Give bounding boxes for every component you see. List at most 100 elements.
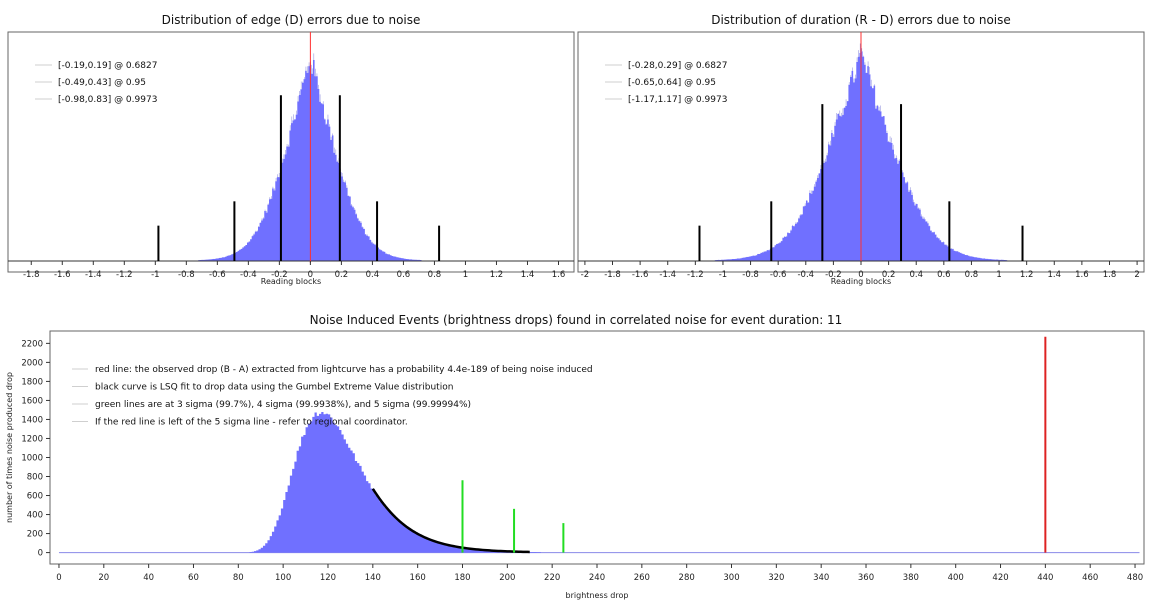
x-axis-label: Reading blocks [831,277,891,286]
y-tick-label-5: 1000 [21,453,43,463]
x-tick-label-23: 460 [1082,573,1098,583]
x-tick-label-21: 420 [992,573,1008,583]
x-tick-label-1: 20 [98,573,109,583]
x-tick-label-5: -0.8 [178,270,195,280]
x-tick-label-19: 1.8 [1103,270,1117,280]
x-tick-label-3: 60 [188,573,199,583]
x-tick-label-4: -1 [151,270,159,280]
x-tick-label-5: 100 [275,573,291,583]
x-tick-label-12: 240 [589,573,605,583]
x-tick-label-14: 1 [463,270,468,280]
y-tick-label-0: 0 [38,549,43,559]
x-tick-label-12: 0.6 [397,270,411,280]
x-tick-label-14: 0.8 [965,270,979,280]
x-tick-label-2: 40 [143,573,154,583]
x-tick-label-9: 180 [454,573,470,583]
plot-frame [49,330,1145,565]
x-tick-label-12: 0.4 [909,270,923,280]
x-tick-label-10: 200 [499,573,515,583]
x-tick-label-10: 0.2 [335,270,349,280]
x-tick-label-11: 220 [544,573,560,583]
y-tick-label-8: 1600 [21,396,43,406]
x-tick-label-9: -0.2 [825,270,842,280]
x-tick-label-6: -0.6 [209,270,226,280]
histogram-bars [249,412,541,553]
chart1-title: Distribution of edge (D) errors due to n… [161,13,421,27]
legend-entry-2: [-0.98,0.83] @ 0.9973 [58,95,157,105]
legend-entry-1: [-0.49,0.43] @ 0.95 [58,78,146,88]
x-tick-label-11: 0.2 [882,270,896,280]
x-tick-label-3: -1.2 [116,270,133,280]
legend-entry-0: [-0.28,0.29] @ 0.6827 [628,61,727,71]
x-tick-label-1: -1.8 [604,270,621,280]
legend-entry-0: red line: the observed drop (B - A) extr… [95,365,593,375]
legend-entry-1: black curve is LSQ fit to drop data usin… [95,383,453,393]
x-tick-label-7: -0.4 [240,270,257,280]
x-axis-label: Reading blocks [261,277,321,286]
chart2-title: Distribution of duration (R - D) errors … [711,13,1011,27]
x-tick-label-7: 140 [365,573,381,583]
x-tick-label-18: 360 [858,573,874,583]
x-tick-label-17: 1.4 [1048,270,1062,280]
x-tick-label-20: 400 [948,573,964,583]
gumbel-fit-curve [371,488,530,554]
legend-entry-0: [-0.19,0.19] @ 0.6827 [58,61,157,71]
x-tick-label-5: -1 [719,270,727,280]
x-tick-label-17: 340 [813,573,829,583]
x-tick-label-4: 80 [233,573,244,583]
x-tick-label-8: -0.2 [271,270,288,280]
x-tick-label-16: 1.2 [1020,270,1034,280]
legend-entry-2: [-1.17,1.17] @ 0.9973 [628,95,727,105]
x-tick-label-10: 0 [858,270,863,280]
legend-entry-2: green lines are at 3 sigma (99.7%), 4 si… [95,400,471,410]
y-tick-label-10: 2000 [21,358,43,368]
x-tick-label-1: -1.6 [54,270,71,280]
x-tick-label-16: 1.4 [521,270,535,280]
y-tick-label-4: 800 [27,473,43,483]
duration-error-histogram: -2 -1.8 -1.6 -1.4 -1.2 -1 -0.8 -0.6 -0.4 -0.2 0 0.2… [577,31,1145,286]
x-tick-label-2: -1.6 [632,270,649,280]
x-tick-label-15: 1.2 [490,270,504,280]
x-tick-label-6: 120 [320,573,336,583]
x-tick-label-0: 0 [56,573,61,583]
legend-entry-1: [-0.65,0.64] @ 0.95 [628,78,716,88]
x-tick-label-6: -0.8 [742,270,759,280]
y-tick-label-7: 1400 [21,415,43,425]
x-tick-label-22: 440 [1037,573,1053,583]
x-tick-label-17: 1.6 [552,270,566,280]
x-axis-label: brightness drop [566,591,629,600]
y-tick-label-6: 1200 [21,434,43,444]
x-tick-label-0: -1.8 [23,270,40,280]
x-tick-label-0: -2 [581,270,589,280]
x-tick-label-11: 0.4 [366,270,380,280]
x-tick-label-18: 1.6 [1075,270,1089,280]
x-tick-label-2: -1.4 [85,270,102,280]
x-tick-label-16: 320 [768,573,784,583]
x-tick-label-20: 2 [1134,270,1139,280]
y-axis-label: number of times noise produced drop [5,372,14,523]
edge-error-histogram: -1.8 -1.6 -1.4 -1.2 -1 -0.8 -0.6 -0.4 -0.2 0 0.2 0.… [7,31,575,286]
y-tick-label-1: 200 [27,530,43,540]
y-tick-label-11: 2200 [21,339,43,349]
x-tick-label-19: 380 [903,573,919,583]
y-tick-label-2: 400 [27,511,43,521]
x-tick-label-15: 1 [996,270,1001,280]
x-tick-label-15: 300 [723,573,739,583]
legend-entry-3: If the red line is left of the 5 sigma l… [95,418,408,428]
x-tick-label-13: 0.8 [428,270,442,280]
x-tick-label-9: 0 [308,270,313,280]
x-tick-label-13: 260 [634,573,650,583]
x-tick-label-8: -0.4 [797,270,814,280]
brightness-drop-histogram: 0 20 40 60 80 100 120 140 160 180 200 220 240 260 280 3… [5,330,1145,600]
y-tick-label-3: 600 [27,492,43,502]
x-tick-label-3: -1.4 [659,270,676,280]
x-tick-label-24: 480 [1127,573,1143,583]
chart3-title: Noise Induced Events (brightness drops) … [309,313,843,327]
x-tick-label-14: 280 [679,573,695,583]
histogram-noise [715,43,1007,261]
x-tick-label-7: -0.6 [770,270,787,280]
y-tick-label-9: 1800 [21,377,43,387]
x-tick-label-4: -1.2 [687,270,704,280]
x-tick-label-13: 0.6 [937,270,951,280]
